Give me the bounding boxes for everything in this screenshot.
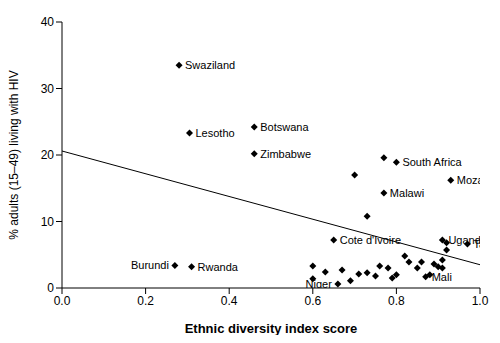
svg-text:Botswana: Botswana	[260, 121, 309, 133]
svg-text:0: 0	[47, 281, 54, 295]
svg-text:0.2: 0.2	[137, 294, 154, 308]
svg-text:0.0: 0.0	[54, 294, 71, 308]
svg-text:South Africa: South Africa	[402, 156, 462, 168]
svg-text:Lesotho: Lesotho	[195, 127, 234, 139]
svg-text:Burundi: Burundi	[131, 259, 169, 271]
svg-text:1.0: 1.0	[472, 294, 489, 308]
svg-text:Zimbabwe: Zimbabwe	[260, 148, 311, 160]
svg-text:Mali: Mali	[432, 271, 452, 283]
svg-text:Swaziland: Swaziland	[185, 59, 235, 71]
svg-text:Tanzania: Tanzania	[473, 238, 480, 250]
svg-text:30: 30	[41, 82, 55, 96]
svg-text:Cote d'Ivoire: Cote d'Ivoire	[340, 234, 401, 246]
svg-text:Niger: Niger	[306, 278, 333, 288]
svg-text:40: 40	[41, 15, 55, 29]
svg-text:Mozambique: Mozambique	[457, 174, 480, 186]
svg-text:0.4: 0.4	[221, 294, 238, 308]
svg-text:Ethnic diversity index score: Ethnic diversity index score	[185, 321, 358, 335]
svg-text:0.8: 0.8	[388, 294, 405, 308]
svg-text:20: 20	[41, 148, 55, 162]
svg-text:0.6: 0.6	[304, 294, 321, 308]
svg-text:10: 10	[41, 215, 55, 229]
svg-text:% adults (15–49) living with H: % adults (15–49) living with HIV	[8, 70, 21, 239]
svg-text:Malawi: Malawi	[390, 187, 424, 199]
svg-text:Rwanda: Rwanda	[198, 261, 239, 273]
